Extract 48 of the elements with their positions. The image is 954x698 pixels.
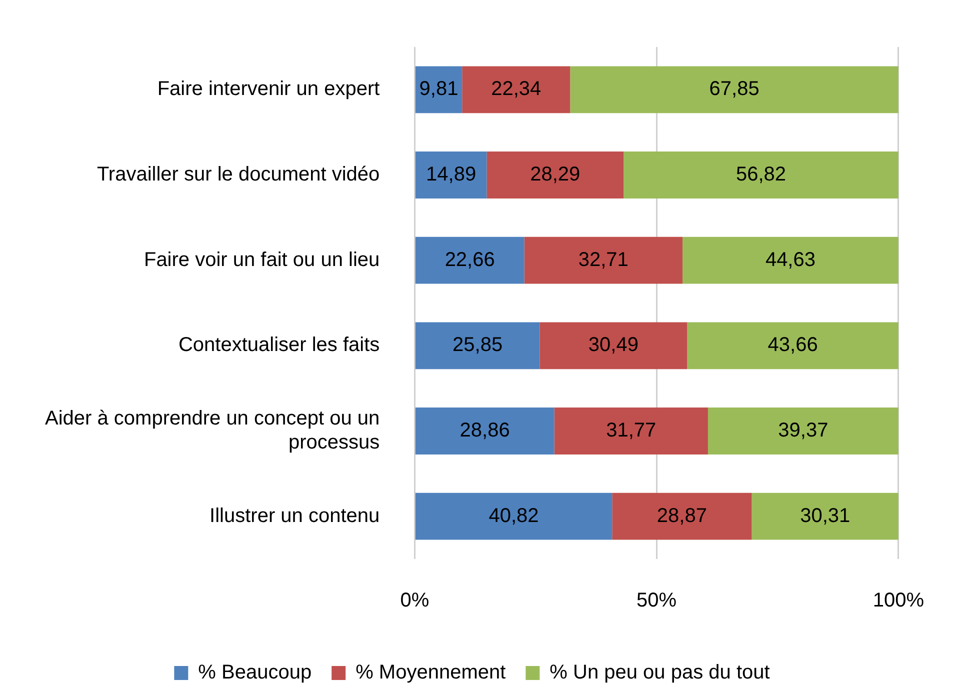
x-tick-label: 100% (872, 590, 924, 612)
data-label: 28,29 (530, 164, 580, 186)
data-label: 43,66 (768, 334, 818, 356)
bar (486, 152, 624, 198)
legend-label: % Un peu ou pas du tout (550, 662, 770, 684)
data-label: 32,71 (578, 248, 628, 271)
data-label: 40,82 (488, 504, 539, 527)
y-tick-label: Aider à comprendre un concept ou un processus (44, 408, 380, 454)
y-tick-label: Faire intervenir un expert (157, 78, 380, 100)
bar (524, 236, 683, 284)
data-label: 31,77 (606, 420, 656, 442)
bar (415, 408, 554, 454)
y-tick-label: Contextualiser les faits (178, 334, 380, 356)
data-label: 28,86 (460, 420, 510, 442)
data-label: 56,82 (736, 164, 786, 186)
x-tick-label: 0% (400, 590, 430, 612)
bar (554, 408, 708, 454)
bar (462, 66, 570, 114)
y-tick-label: Faire voir un fait ou un lieu (144, 248, 380, 271)
bar (415, 236, 524, 284)
data-label: 28,87 (656, 504, 707, 527)
data-label: 39,37 (778, 420, 828, 442)
data-label: 44,63 (765, 248, 816, 271)
bar (415, 152, 487, 198)
bar (415, 322, 540, 370)
bar (687, 322, 898, 370)
data-label: 14,89 (426, 164, 476, 186)
y-tick-label: Illustrer un contenu (210, 504, 380, 527)
y-tick-label: Travailler sur le document vidéo (96, 164, 380, 186)
x-tick-label: 50% (636, 590, 677, 612)
bar (624, 152, 898, 198)
bar (752, 492, 898, 540)
bar (612, 492, 752, 540)
bar (708, 408, 898, 454)
data-label: 22,34 (491, 78, 542, 100)
data-label: 30,49 (588, 334, 638, 356)
bar (570, 66, 898, 114)
data-label: 9,81 (419, 78, 458, 100)
bar (415, 66, 462, 114)
data-label: 25,85 (452, 334, 503, 356)
data-label: 22,66 (444, 248, 495, 271)
legend-label: % Moyennement (356, 662, 506, 684)
data-label: 67,85 (709, 78, 760, 100)
bar (415, 492, 612, 540)
bar (682, 236, 898, 284)
data-label: 30,31 (800, 504, 850, 527)
legend-label: % Beaucoup (198, 662, 312, 684)
bar (540, 322, 688, 370)
